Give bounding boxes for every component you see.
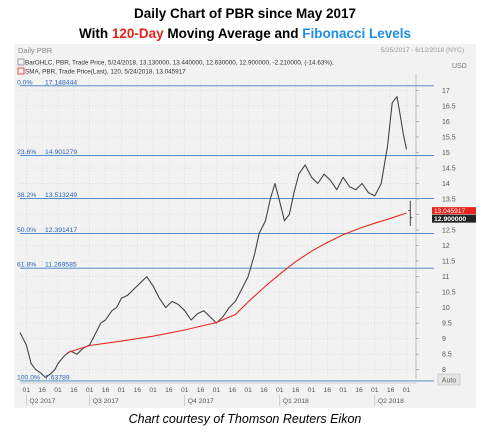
title-prefix: With bbox=[79, 26, 112, 41]
y-tick-label: 17 bbox=[442, 88, 450, 95]
price-line bbox=[19, 96, 408, 378]
y-tick-label: 10 bbox=[442, 305, 450, 312]
x-tick-label: 01 bbox=[339, 387, 347, 394]
price-chart: 0.0% 17.148444 23.6% 14.901279 38.2% 13.51324… bbox=[17, 46, 476, 406]
y-tick-label: 14.5 bbox=[442, 165, 456, 172]
auto-scale-label: Auto bbox=[442, 378, 457, 385]
y-tick-label: 12.5 bbox=[442, 228, 456, 235]
chart-title-line1: Daily Chart of PBR since May 2017 bbox=[133, 6, 357, 21]
x-tick-label: 01 bbox=[244, 387, 252, 394]
fib-level-label: 0.0% bbox=[17, 79, 33, 86]
fib-level-label: 38.2% bbox=[17, 192, 36, 199]
quarter-label: Q3 2017 bbox=[93, 398, 119, 405]
panel-name: Daily PBR bbox=[18, 46, 53, 55]
quarter-label: Q2 2018 bbox=[378, 398, 404, 405]
last-price-tag-text: 12.900000 bbox=[434, 216, 466, 223]
quarter-label: Q1 2018 bbox=[283, 398, 309, 405]
fib-level-label: 23.6% bbox=[17, 149, 36, 156]
ohlc-legend-icon bbox=[17, 58, 25, 66]
x-tick-label: 16 bbox=[165, 387, 173, 394]
chart-panel: 0.0% 17.148444 23.6% 14.901279 38.2% 13.51324… bbox=[14, 44, 476, 408]
fibonacci-levels: 0.0% 17.148444 23.6% 14.901279 38.2% 13.51324… bbox=[17, 79, 434, 381]
quarter-label: Q4 2017 bbox=[188, 398, 214, 405]
x-tick-label: 01 bbox=[181, 387, 189, 394]
last-price-tag-bg bbox=[432, 214, 476, 223]
x-tick-label: 01 bbox=[23, 387, 31, 394]
x-tick-label: 01 bbox=[213, 387, 221, 394]
auto-scale-button[interactable] bbox=[437, 373, 461, 386]
x-tick-label: 16 bbox=[324, 387, 332, 394]
fib-level-label: 100.0% bbox=[17, 374, 40, 381]
x-tick-label: 01 bbox=[118, 387, 126, 394]
x-tick-label: 16 bbox=[387, 387, 395, 394]
fib-level-value: 7.63789 bbox=[45, 374, 70, 381]
y-tick-label: 16 bbox=[442, 119, 450, 126]
currency-label: USD bbox=[452, 63, 467, 70]
y-tick-label: 11 bbox=[442, 274, 449, 281]
x-tick-label: 01 bbox=[371, 387, 379, 394]
y-tick-label: 12 bbox=[442, 243, 450, 250]
y-tick-label: 10.5 bbox=[442, 290, 456, 297]
y-tick-label: 9.5 bbox=[442, 321, 452, 328]
fib-level-value: 11.269585 bbox=[45, 262, 77, 269]
chart-title-line2: With 120-Day Moving Average and Fibonacc… bbox=[0, 26, 490, 41]
x-tick-label: 16 bbox=[133, 387, 141, 394]
x-tick-label: 01 bbox=[149, 387, 157, 394]
y-tick-label: 13.5 bbox=[442, 197, 456, 204]
title-highlight-120-day: 120-Day bbox=[111, 26, 164, 41]
y-tick-label: 15.5 bbox=[442, 134, 456, 141]
x-tick-label: 01 bbox=[86, 387, 94, 394]
y-tick-label: 8 bbox=[442, 367, 446, 374]
x-tick-label: 16 bbox=[355, 387, 363, 394]
x-tick-label: 01 bbox=[308, 387, 316, 394]
chart-credit: Chart courtesy of Thomson Reuters Eikon bbox=[128, 412, 362, 426]
series-layer bbox=[19, 96, 413, 378]
fib-level-value: 14.901279 bbox=[45, 149, 77, 156]
y-axis: 88.599.51010.51111.51212.51313.51414.515… bbox=[415, 74, 456, 379]
fib-level-value: 13.513249 bbox=[45, 192, 77, 199]
sma-legend: SMA, PBR, Trade Price(Last), 120, 5/24/2… bbox=[25, 69, 186, 76]
y-tick-label: 11.5 bbox=[442, 259, 455, 266]
x-tick-label: 16 bbox=[38, 387, 46, 394]
x-tick-label: 16 bbox=[260, 387, 268, 394]
x-tick-label: 16 bbox=[197, 387, 205, 394]
sma-legend-icon bbox=[17, 67, 25, 75]
x-tick-label: 01 bbox=[54, 387, 62, 394]
y-tick-label: 15 bbox=[442, 150, 450, 157]
x-tick-label: 16 bbox=[228, 387, 236, 394]
fib-level-value: 12.391417 bbox=[45, 227, 77, 234]
fib-level-label: 61.8% bbox=[17, 262, 36, 269]
sma-line bbox=[67, 212, 407, 354]
x-tick-label: 16 bbox=[70, 387, 78, 394]
quarter-label: Q2 2017 bbox=[29, 398, 55, 405]
date-range: 5/25/2017 - 6/12/2018 (NYC) bbox=[381, 47, 464, 54]
grid bbox=[20, 78, 416, 379]
ohlc-legend: BarOHLC, PBR, Trade Price, 5/24/2018, 13… bbox=[25, 60, 334, 67]
x-tick-label: 16 bbox=[292, 387, 300, 394]
title-middle: Moving Average and bbox=[163, 26, 303, 41]
sma-tag-bg bbox=[432, 207, 476, 215]
y-tick-label: 9 bbox=[442, 336, 446, 343]
x-tick-label: 01 bbox=[403, 387, 411, 394]
title-highlight-fibonacci: Fibonacci Levels bbox=[302, 26, 411, 41]
x-tick-label: 16 bbox=[102, 387, 110, 394]
x-tick-label: 01 bbox=[276, 387, 284, 394]
y-tick-label: 8.5 bbox=[442, 352, 452, 359]
sma-tag-text: 13.045917 bbox=[434, 208, 466, 215]
fib-level-value: 17.148444 bbox=[45, 79, 77, 86]
y-tick-label: 16.5 bbox=[442, 103, 456, 110]
fib-level-label: 50.0% bbox=[17, 227, 36, 234]
y-tick-label: 14 bbox=[442, 181, 450, 188]
x-axis: 01 16 01 16 01 16 01 16 01 16 01 16 01 16 01 16 01 16 01 16… bbox=[20, 382, 416, 406]
